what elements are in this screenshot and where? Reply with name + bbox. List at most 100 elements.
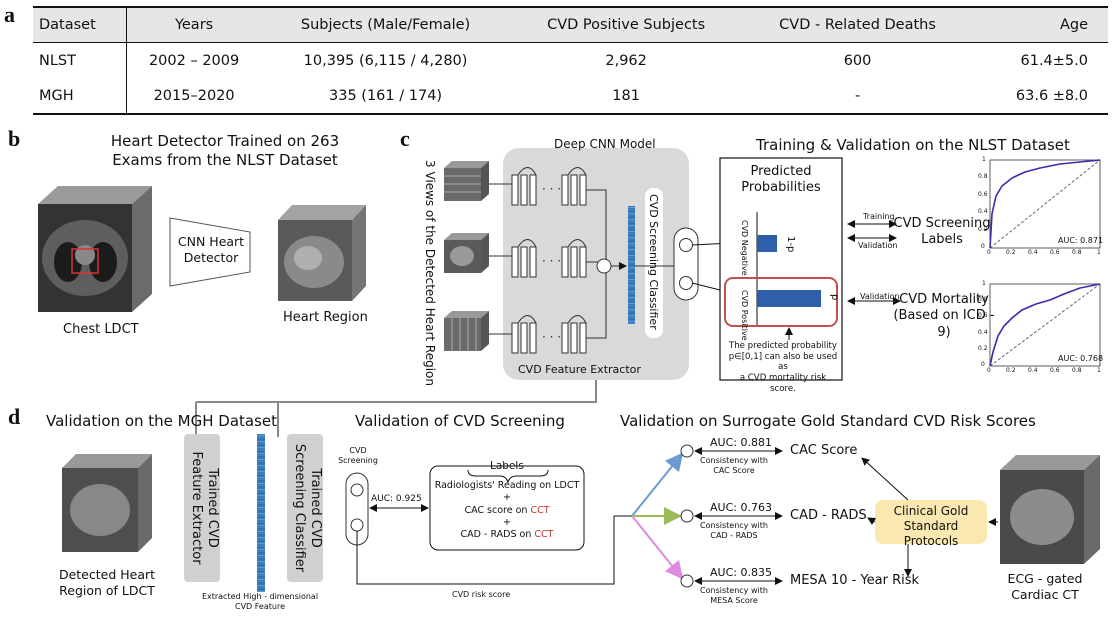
- svg-text:· · ·: · · ·: [542, 330, 561, 344]
- protocol-line: Standard Protocols: [903, 519, 959, 548]
- roc-tick: 0.6: [978, 312, 988, 319]
- panel-b-title-line: Heart Detector Trained on 263: [110, 132, 340, 150]
- heart-bbox: [71, 248, 99, 274]
- cardiac-ct-cube: [1000, 455, 1100, 564]
- labels-text: CAC score on: [464, 504, 528, 516]
- risk-score-label: CVD risk score: [452, 590, 511, 599]
- labels-text: CAD - RADS on: [460, 529, 532, 541]
- validation-label: Validation: [858, 241, 898, 250]
- roc-plot-bottom: [989, 283, 1101, 367]
- pos-value: p: [829, 294, 840, 301]
- pred-title-line: Predicted: [750, 164, 812, 179]
- extractor-line: Trained CVD: [205, 468, 220, 548]
- view-cube-2: [444, 233, 489, 273]
- blue-arrow: [631, 452, 684, 517]
- chest-ldct-cube: [38, 186, 152, 312]
- trained-classifier-label: Trained CVD Screening Classifier: [287, 434, 323, 582]
- feature-vector-bar: [628, 206, 635, 324]
- input-line: Detected Heart: [58, 567, 156, 582]
- table-header-row: Dataset Years Subjects (Male/Female) CVD…: [33, 6, 1108, 43]
- protocol-to-cad-arrow: [867, 517, 877, 525]
- labels-plus: +: [503, 492, 511, 504]
- roc-tick: 0.4: [978, 329, 988, 336]
- note-line: The predicted probability: [728, 341, 838, 351]
- table-cell: 181: [509, 78, 743, 115]
- labels-brace: [467, 469, 549, 484]
- consistency-cac: Consistency with CAC Score: [692, 456, 776, 476]
- panel-letter-a: a: [4, 2, 15, 27]
- extractor-line: Feature Extractor: [188, 451, 204, 565]
- cnn-detector-label: CNN Heart Detector: [172, 234, 250, 265]
- classifier-line: Screening Classifier: [291, 443, 307, 573]
- deep-cnn-model-box: [503, 148, 689, 380]
- heart-region-cube: [278, 205, 366, 301]
- cnn-layer-rows: · · · · · · · · ·: [489, 167, 627, 354]
- heart-region-label: Heart Region: [283, 310, 368, 325]
- screening-labels: CVD Screening Labels: [890, 216, 994, 249]
- trained-classifier-box: [287, 434, 323, 582]
- neg-label: CVD Negative: [740, 220, 749, 276]
- cvd-screening-label: CVD Screening: [330, 446, 386, 466]
- deep-cnn-model-title: Deep CNN Model: [554, 137, 656, 151]
- table-cell: 600: [843, 52, 872, 69]
- table-row: MGH 2015–2020 335 (161 / 174) 181 - 63.6…: [33, 78, 1108, 115]
- roc-tick: 0.2: [978, 345, 988, 352]
- auc-cad: AUC: 0.763: [710, 501, 772, 514]
- column-header: CVD - Related Deaths: [742, 6, 973, 43]
- roc-tick: 1: [1097, 249, 1101, 256]
- nlst-section-title: Training & Validation on the NLST Datase…: [756, 136, 1070, 154]
- protocol-to-cac-arrow: [861, 457, 909, 501]
- roc-curve: [989, 159, 1101, 249]
- roc-tick: 0.2: [1006, 249, 1016, 256]
- cct-line: ECG - gated: [1007, 571, 1083, 586]
- cct-label: ECG - gated Cardiac CT: [990, 571, 1100, 602]
- mortality-label: CVD Mortality (Based on ICD - 9): [892, 292, 996, 341]
- cct-text: CCT: [530, 504, 550, 516]
- predicted-probabilities-box: [719, 157, 843, 381]
- panel-letter-c: c: [400, 126, 410, 151]
- screening-node: [350, 483, 364, 497]
- roc-tick: 0.8: [978, 296, 988, 303]
- cct-text: CCT: [534, 529, 554, 541]
- neg-value: 1-p: [785, 236, 796, 253]
- screening-node: [350, 518, 364, 532]
- protocol-line: Clinical Gold: [893, 504, 969, 518]
- feature-line: CVD Feature: [235, 602, 285, 611]
- table-cell: 2002 – 2009: [148, 52, 240, 69]
- screening-title: Validation of CVD Screening: [355, 412, 565, 430]
- consistency-cad: Consistency with CAD - RADS: [692, 521, 776, 541]
- column-header: Years: [126, 6, 262, 43]
- model-to-d-connector: [277, 380, 597, 437]
- extractor-label: CVD Feature Extractor: [518, 363, 641, 376]
- consistency-line: MESA Score: [710, 596, 758, 605]
- prob-note: The predicted probability p∈[0,1] can al…: [728, 341, 838, 395]
- auc-cac: AUC: 0.881: [710, 436, 772, 449]
- roc-tick: 0: [987, 249, 991, 256]
- protocol-box: [875, 500, 987, 544]
- table-cell: 2,962: [605, 52, 647, 69]
- panel-b-title-line: Exams from the NLST Dataset: [112, 150, 338, 169]
- feature-line: Extracted High - dimensional: [201, 592, 319, 601]
- mortality-line: (Based on ICD - 9): [893, 308, 995, 340]
- classifier-label: CVD Screening Classifier: [647, 194, 660, 330]
- mesa-label: MESA 10 - Year Risk: [790, 573, 920, 588]
- screening-auc: AUC: 0.925: [371, 494, 422, 504]
- svg-text:· · ·: · · ·: [542, 254, 561, 268]
- roc-tick: 0.6: [1050, 249, 1060, 256]
- dataset-table: Dataset Years Subjects (Male/Female) CVD…: [33, 6, 1108, 115]
- consistency-line: Consistency with: [700, 586, 768, 595]
- roc-curve: [989, 283, 1101, 367]
- labels-title: Labels: [490, 460, 524, 472]
- labels-line: CAD - RADS on CCT: [432, 529, 582, 541]
- roc-tick: 1: [982, 156, 986, 163]
- screening-labels-line: CVD Screening: [893, 216, 991, 231]
- panel-b-title: Heart Detector Trained on 263 Exams from…: [80, 132, 370, 170]
- mesa-node: [680, 574, 694, 588]
- note-line: p∈[0,1] can also be used as: [728, 351, 838, 373]
- labels-line: CAC score on CCT: [432, 505, 582, 517]
- protocol-label: Clinical Gold Standard Protocols: [875, 504, 987, 549]
- positive-highlight-box: [724, 277, 838, 327]
- panel-letter-d: d: [8, 404, 21, 429]
- table-cell: -: [742, 78, 973, 115]
